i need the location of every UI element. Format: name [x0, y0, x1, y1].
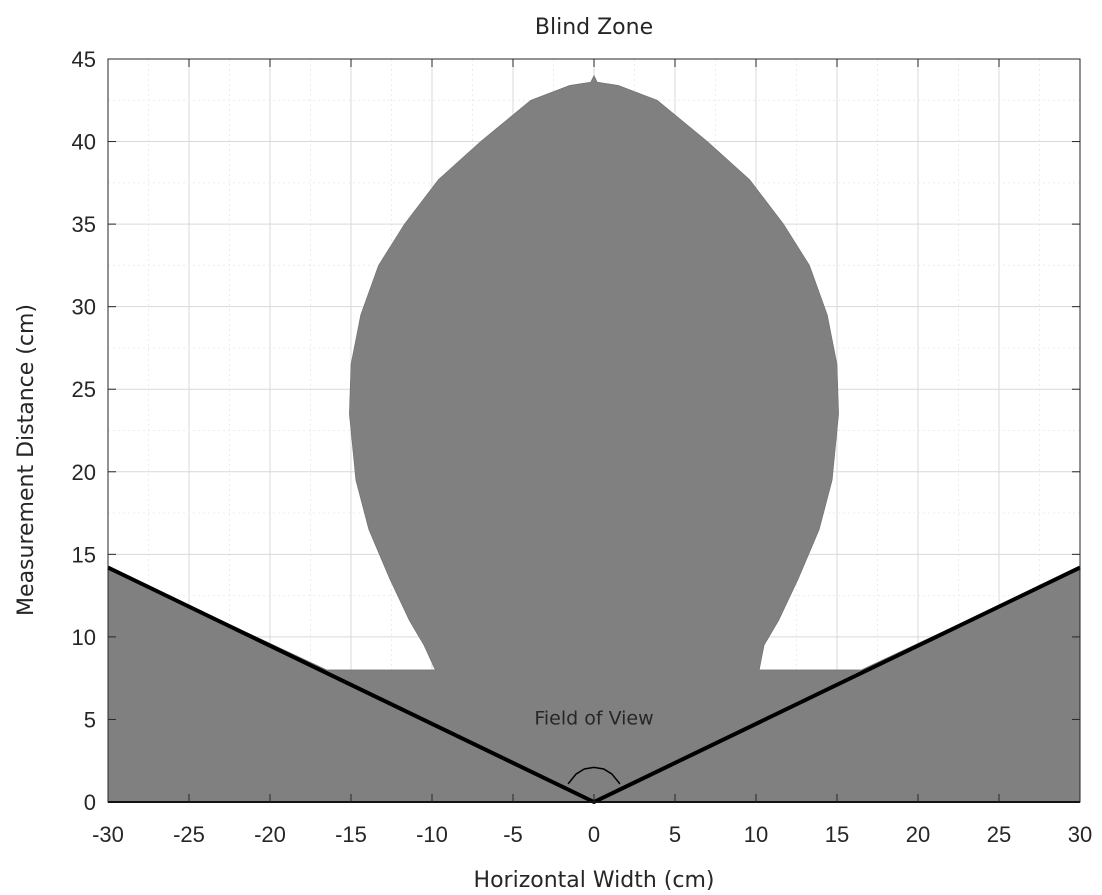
x-tick-labels: -30 -25 -20 -15 -10 -5 0 5 10 15 20 25 30 [92, 822, 1092, 847]
x-tick-label: 15 [825, 822, 849, 847]
field-of-view-annotation: Field of View [534, 707, 653, 729]
x-tick-label: -20 [254, 822, 286, 847]
field-of-view-arc [567, 766, 621, 785]
x-tick-label: -15 [335, 822, 367, 847]
axes-frame [107, 58, 1081, 803]
y-tick-label: 20 [72, 460, 96, 485]
x-tick-label: -10 [416, 822, 448, 847]
y-tick-label: 15 [72, 542, 96, 567]
y-tick-label: 25 [72, 377, 96, 402]
x-tick-label: -25 [173, 822, 205, 847]
chart-title: Blind Zone [535, 15, 653, 40]
y-tick-labels: 0 5 10 15 20 25 30 35 40 45 [72, 47, 96, 815]
blind-zone-area [107, 74, 1081, 803]
x-tick-label: 25 [987, 822, 1011, 847]
x-tick-label: -5 [503, 822, 523, 847]
blind-zone-region [107, 74, 1081, 803]
x-tick-label: -30 [92, 822, 124, 847]
y-tick-label: 10 [72, 625, 96, 650]
x-tick-label: 5 [669, 822, 681, 847]
y-tick-label: 30 [72, 295, 96, 320]
y-tick-label: 40 [72, 130, 96, 155]
y-tick-label: 35 [72, 212, 96, 237]
x-axis-label: Horizontal Width (cm) [474, 868, 715, 893]
y-axis-label: Measurement Distance (cm) [14, 304, 39, 616]
y-tick-label: 5 [84, 707, 96, 732]
y-tick-label: 0 [84, 790, 96, 815]
x-tick-label: 10 [744, 822, 768, 847]
y-tick-label: 45 [72, 47, 96, 72]
x-tick-label: 0 [588, 822, 600, 847]
x-tick-label: 20 [906, 822, 930, 847]
x-tick-label: 30 [1068, 822, 1092, 847]
